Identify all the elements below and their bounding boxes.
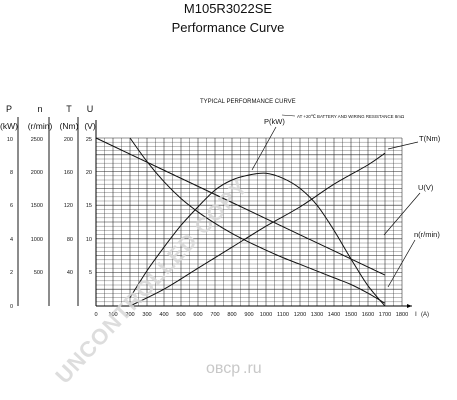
series-leader-n <box>387 239 416 288</box>
y-tick-label-P: 8 <box>10 170 13 176</box>
series-label-T: T(Nm) <box>419 134 441 143</box>
y-tick-label-P: 10 <box>7 137 13 143</box>
x-tick-label: 1500 <box>345 312 357 318</box>
page-subtitle: Performance Curve <box>172 20 285 35</box>
axis-symbol-n: n <box>37 104 42 114</box>
x-tick-label: 0 <box>94 312 97 318</box>
brand-suffix: .ru <box>243 360 262 377</box>
y-tick-label-U: 10 <box>86 237 92 243</box>
x-tick-label: 200 <box>125 312 134 318</box>
note-pointer <box>281 114 296 117</box>
x-tick-label: 100 <box>108 312 117 318</box>
y-tick-label-P: 2 <box>10 270 13 276</box>
watermark: UNCONTROLLED COPY <box>50 174 252 389</box>
y-tick-label-n: 1000 <box>31 237 43 243</box>
y-tick-label-T: 160 <box>64 170 73 176</box>
series-line-P <box>129 172 386 307</box>
x-axis-label: I <box>415 311 417 318</box>
axis-unit-n: (r/min) <box>28 121 53 131</box>
x-tick-label: 900 <box>244 312 253 318</box>
series-leader-U <box>383 192 421 236</box>
series-leader-T <box>387 141 419 150</box>
x-tick-label: 1300 <box>311 312 323 318</box>
axis-symbol-T: T <box>66 104 72 114</box>
axes <box>95 120 412 308</box>
series-labels: P(kW) T(Nm) U(V) n(r/min) <box>251 117 441 288</box>
x-tick-label: 600 <box>193 312 202 318</box>
y-axes: P (kW) 0 2 4 6 8 10 n (r/min) 500 1000 1500 2000 2500 T… <box>0 104 96 310</box>
watermark-text: UNCONTROLLED COPY <box>50 174 252 389</box>
y-tick-label-T: 80 <box>67 237 73 243</box>
series-line-U <box>95 137 386 276</box>
x-axis-unit: (A) <box>421 312 429 318</box>
y-tick-label-T: 120 <box>64 203 73 209</box>
model-title: M105R3022SE <box>184 1 272 16</box>
x-tick-label: 1400 <box>328 312 340 318</box>
axis-unit-U: (V) <box>84 121 96 131</box>
x-tick-label: 1000 <box>260 312 272 318</box>
x-tick-label: 500 <box>176 312 185 318</box>
y-tick-label-P: 6 <box>10 203 13 209</box>
chart-title: TYPICAL PERFORMANCE CURVE <box>200 99 296 105</box>
axis-symbol-P: P <box>6 104 12 114</box>
x-tick-label: 800 <box>227 312 236 318</box>
series-leader-P <box>251 126 277 171</box>
series-label-n: n(r/min) <box>414 230 440 239</box>
brand-watermark: овср .ru <box>206 360 262 377</box>
axis-unit-T: (Nm) <box>60 121 79 131</box>
series-label-P: P(kW) <box>264 117 285 126</box>
y-tick-label-P: 4 <box>10 237 13 243</box>
y-tick-label-U: 15 <box>86 203 92 209</box>
y-tick-label-T: 200 <box>64 137 73 143</box>
x-tick-labels: 0 100 200 300 400 500 600 700 800 900 1000 1100 1200… <box>94 311 429 318</box>
y-tick-label-T: 40 <box>67 270 73 276</box>
x-tick-label: 1100 <box>277 312 289 318</box>
y-tick-label-n: 2500 <box>31 137 43 143</box>
series-line-T <box>129 152 386 307</box>
x-tick-label: 700 <box>210 312 219 318</box>
chart-note: AT +20℃ BATTERY AND WIRING RESISTANCE 8m… <box>297 114 405 119</box>
y-tick-label-P: 0 <box>10 304 13 310</box>
series-lines <box>95 137 386 307</box>
x-tick-label: 1800 <box>396 312 408 318</box>
axis-unit-P: (kW) <box>0 121 18 131</box>
x-tick-label: 300 <box>142 312 151 318</box>
axis-symbol-U: U <box>87 104 94 114</box>
y-tick-label-n: 500 <box>34 270 43 276</box>
x-tick-label: 1700 <box>379 312 391 318</box>
y-tick-label-n: 1500 <box>31 203 43 209</box>
x-tick-label: 1600 <box>362 312 374 318</box>
y-tick-label-n: 2000 <box>31 170 43 176</box>
y-tick-label-U: 20 <box>86 170 92 176</box>
brand-text: овср <box>206 360 240 377</box>
y-tick-label-U: 5 <box>89 270 92 276</box>
series-line-n <box>129 137 386 304</box>
series-label-U: U(V) <box>418 183 434 192</box>
x-tick-label: 1200 <box>294 312 306 318</box>
x-axis-arrow <box>407 304 412 308</box>
y-tick-label-U: 25 <box>86 137 92 143</box>
x-tick-label: 400 <box>159 312 168 318</box>
